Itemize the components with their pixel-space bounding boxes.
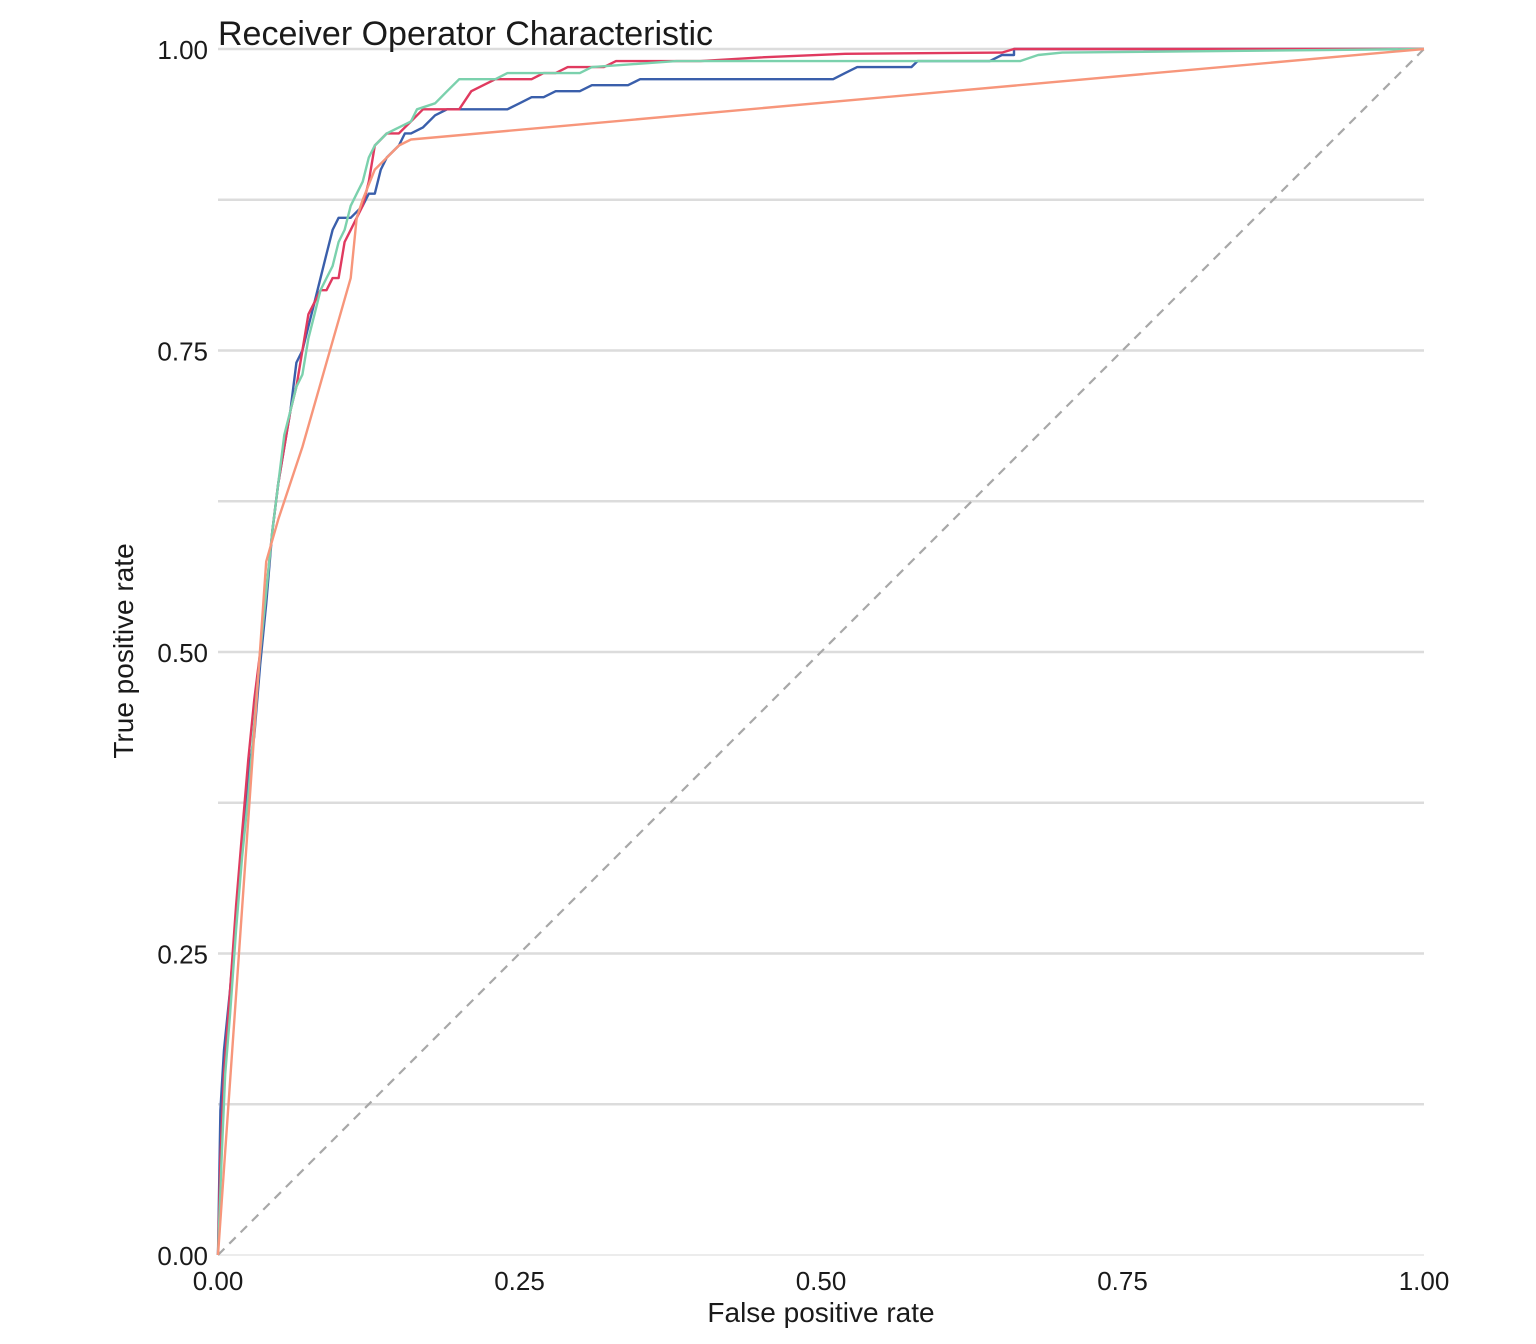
x-tick-label: 0.50	[796, 1266, 847, 1296]
y-tick-label: 0.50	[157, 638, 208, 668]
x-tick-label: 0.00	[193, 1266, 244, 1296]
y-tick-label: 0.75	[157, 337, 208, 367]
chart-title: Receiver Operator Characteristic	[218, 15, 713, 53]
y-axis-title: True positive rate	[108, 543, 139, 758]
y-tick-label: 0.25	[157, 940, 208, 970]
series-lines	[216, 47, 1425, 1256]
x-tick-label: 1.00	[1399, 1266, 1450, 1296]
x-axis-ticks: 0.00 0.25 0.50 0.75 1.00	[193, 1266, 1450, 1296]
y-axis-ticks: 0.00 0.25 0.50 0.75 1.00	[157, 35, 208, 1271]
x-tick-label: 0.75	[1097, 1266, 1148, 1296]
diagonal-line	[217, 48, 1425, 1256]
y-tick-label: 1.00	[157, 35, 208, 65]
reference-diagonal	[217, 48, 1425, 1256]
x-axis-title: False positive rate	[707, 1297, 934, 1328]
y-tick-label: 0.00	[157, 1241, 208, 1271]
x-tick-label: 0.25	[494, 1266, 545, 1296]
roc-curve-4	[216, 47, 1425, 1256]
